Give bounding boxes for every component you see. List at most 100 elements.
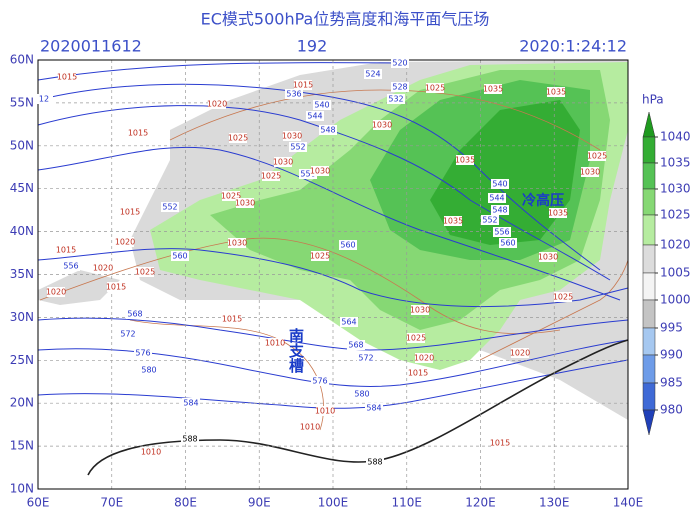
pressure-label-bg (311, 251, 329, 261)
height-label-bg (319, 125, 337, 135)
lat-label: 45N (10, 181, 34, 195)
pressure-label-bg (409, 368, 427, 378)
height-label-bg (491, 205, 509, 215)
pressure-label: 1015 (293, 81, 313, 90)
height-label-bg (339, 240, 357, 250)
colorbar-label: 985 (660, 376, 683, 390)
lon-label: 70E (100, 496, 123, 510)
pressure-label: 1020 (46, 288, 66, 297)
contour (37, 359, 629, 409)
height-label-bg (306, 111, 324, 121)
colorbar-band (642, 299, 656, 329)
height-label-bg (357, 353, 375, 363)
lon-label: 90E (248, 496, 271, 510)
contour (37, 317, 629, 351)
pressure-label: 1030 (310, 167, 330, 176)
height-label: 552 (482, 216, 497, 225)
lon-label: 80E (174, 496, 197, 510)
lat-label: 15N (10, 439, 34, 453)
pressure-label: 1035 (548, 209, 568, 218)
colorbar-band (642, 214, 656, 246)
pressure-label-bg (262, 171, 280, 181)
height-label-bg (140, 365, 158, 375)
colorbar-label: 1020 (660, 238, 690, 252)
pressure-label-bg (581, 167, 599, 177)
pressure-label: 1015 (56, 246, 76, 255)
pressure-label-bg (444, 216, 462, 226)
pressure-label: 1025 (221, 192, 241, 201)
pressure-label-bg (121, 207, 139, 217)
height-label: 548 (320, 126, 335, 135)
colorbar-label: 1000 (660, 293, 690, 307)
pressure-label-bg (116, 237, 134, 247)
colorbar-label: 1005 (660, 266, 690, 280)
pressure-label-bg (136, 267, 154, 277)
height-label-bg (182, 398, 200, 408)
ridge-label: 588 (367, 458, 382, 467)
height-label-bg (62, 261, 80, 271)
lat-label: 55N (10, 95, 34, 109)
pressure-label-bg (554, 292, 572, 302)
contour (37, 83, 601, 271)
contour (37, 146, 621, 301)
height-label: 584 (183, 399, 198, 408)
pressure-label-bg (373, 120, 391, 130)
pressure-label: 1035 (455, 156, 475, 165)
height-label-bg (289, 142, 307, 152)
height-label-bg (313, 100, 331, 110)
pressure-label-bg (274, 157, 292, 167)
height-label: 552 (162, 203, 177, 212)
pressure-label: 1025 (310, 252, 330, 261)
pressure-label-bg (415, 353, 433, 363)
pressure-label-bg (283, 131, 301, 141)
height-label-bg (347, 340, 365, 350)
pressure-label: 1025 (553, 293, 573, 302)
height-label: 532 (388, 95, 403, 104)
pressure-label-bg (316, 406, 334, 416)
lon-label: 140E (613, 496, 644, 510)
ridge-label-bg (181, 434, 199, 444)
pressure-label-bg (294, 80, 312, 90)
trough-label: 南支槽 (287, 327, 305, 374)
colorbar-band (642, 162, 656, 190)
height-label-bg (499, 238, 517, 248)
colorbar-label: 1025 (660, 208, 690, 222)
lat-label: 50N (10, 138, 34, 152)
isobar (169, 89, 601, 151)
lat-label: 35N (10, 267, 34, 281)
pressure-label-bg (484, 84, 502, 94)
height-label-bg (126, 309, 144, 319)
colorbar-end (642, 111, 656, 138)
lat-label: 25N (10, 353, 34, 367)
height-label-bg (491, 179, 509, 189)
colorbar-end (642, 409, 656, 436)
pressure-label-bg (129, 128, 147, 138)
height-label: 568 (348, 341, 363, 350)
pressure-label-bg (142, 447, 160, 457)
height-label-bg (481, 215, 499, 225)
contour (37, 62, 401, 81)
pressure-label: 1020 (207, 100, 227, 109)
pressure-label: 1010 (141, 448, 161, 457)
pressure-label-bg (94, 263, 112, 273)
colorbar-label: 1030 (660, 182, 690, 196)
height-label: 552 (290, 143, 305, 152)
pressure-label: 1025 (406, 334, 426, 343)
pressure-label: 1030 (580, 168, 600, 177)
pressure-label-bg (58, 72, 76, 82)
pressure-label-bg (426, 83, 444, 93)
height-label: 540 (492, 180, 507, 189)
lon-label: 60E (27, 496, 50, 510)
pressure-label-bg (47, 287, 65, 297)
height-label: 564 (341, 318, 356, 327)
pressure-label-bg (57, 245, 75, 255)
height-label-bg (311, 376, 329, 386)
pressure-label-bg (301, 422, 319, 432)
pressure-label-bg (588, 151, 606, 161)
pressure-label: 1015 (120, 208, 140, 217)
lat-label: 30N (10, 310, 34, 324)
pressure-label: 1025 (228, 134, 248, 143)
pressure-label-bg (407, 333, 425, 343)
height-label: 520 (392, 59, 407, 68)
